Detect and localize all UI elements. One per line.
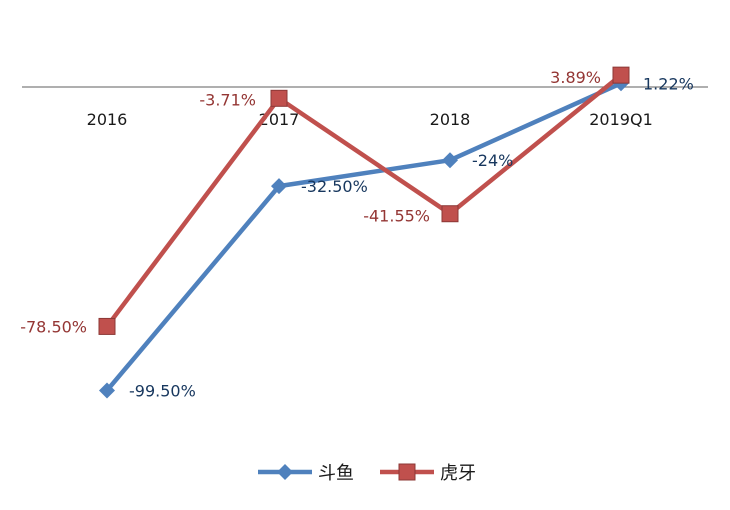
data-label: -24% xyxy=(472,151,513,170)
data-label: -3.71% xyxy=(199,90,256,109)
data-labels: -99.50% -32.50% -24% 1.22% -78.50% -3.71% -41.… xyxy=(20,68,694,400)
data-label: -99.50% xyxy=(129,381,196,400)
data-label: -32.50% xyxy=(301,177,368,196)
square-marker xyxy=(612,66,630,84)
x-tick-label: 2018 xyxy=(430,110,471,129)
legend-label: 斗鱼 xyxy=(318,463,354,484)
square-marker xyxy=(398,463,416,481)
square-marker xyxy=(98,317,116,335)
diamond-marker xyxy=(277,464,293,480)
series-line xyxy=(104,72,624,329)
diamond-marker xyxy=(271,178,287,195)
data-label: 3.89% xyxy=(550,68,601,87)
square-marker xyxy=(270,89,288,107)
x-tick-label: 2016 xyxy=(87,110,128,129)
diamond-marker xyxy=(442,152,458,169)
data-label: -41.55% xyxy=(363,207,430,226)
square-marker xyxy=(441,205,459,223)
series-line xyxy=(104,81,624,393)
series-markers xyxy=(98,66,630,399)
x-tick-label: 2019Q1 xyxy=(589,110,653,129)
data-label: 1.22% xyxy=(643,74,694,93)
legend: 斗鱼 虎牙 xyxy=(258,463,476,484)
legend-label: 虎牙 xyxy=(440,463,476,484)
diamond-marker xyxy=(99,382,115,399)
data-label: -78.50% xyxy=(20,317,87,336)
series-lines xyxy=(104,72,624,393)
